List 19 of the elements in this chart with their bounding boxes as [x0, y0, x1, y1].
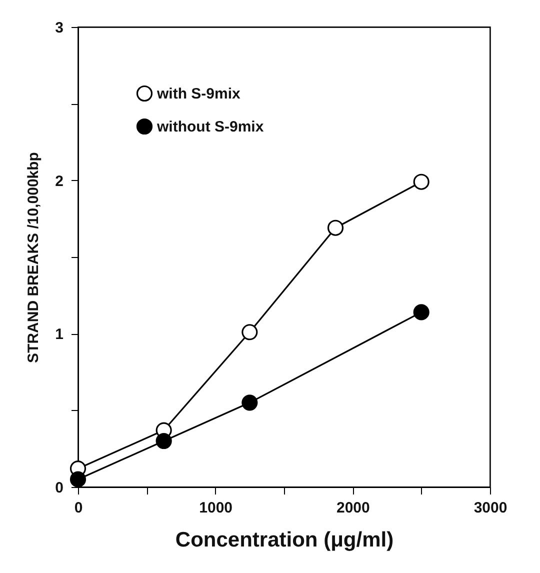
- y-tick-label: 2: [55, 172, 64, 190]
- x-tick-label: 1000: [199, 500, 233, 516]
- y-tick-label: 1: [55, 326, 64, 344]
- x-tick-label: 3000: [474, 500, 508, 516]
- legend-label: without S-9mix: [156, 118, 264, 136]
- point: [242, 394, 258, 411]
- x-tick-label: 2000: [336, 500, 370, 516]
- x-axis-title: Concentration (μg/ml): [175, 528, 394, 552]
- y-axis-title: STRAND BREAKS /10,000kbp: [25, 152, 42, 363]
- point: [413, 304, 430, 320]
- legend-label: with S-9mix: [156, 86, 242, 102]
- y-tick-label: 0: [55, 480, 64, 496]
- point: [156, 432, 172, 450]
- y-tick-label: 3: [55, 20, 64, 36]
- x-tick-label: 0: [74, 500, 83, 516]
- point: [327, 220, 344, 236]
- point: [242, 324, 258, 340]
- point: [413, 174, 430, 190]
- point: [70, 471, 86, 488]
